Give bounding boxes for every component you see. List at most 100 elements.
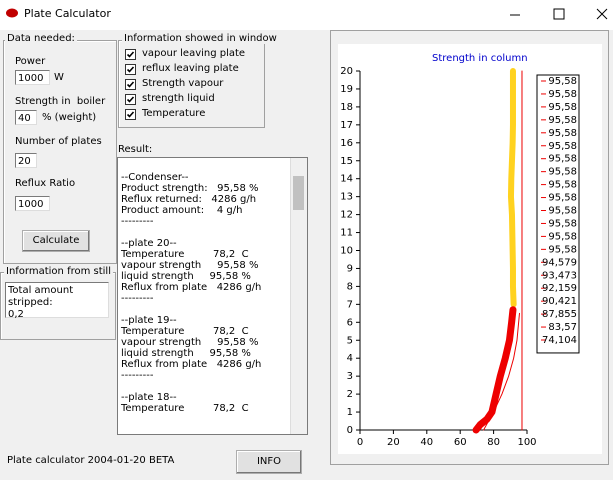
legend-label: 94,579 bbox=[542, 257, 577, 268]
scroll-thumb[interactable] bbox=[293, 176, 304, 210]
y-tick-label: 13 bbox=[340, 192, 353, 203]
result-line: Reflux from plate 4286 g/h bbox=[121, 359, 262, 370]
result-line: Product amount: 4 g/h bbox=[121, 205, 243, 216]
close[interactable] bbox=[596, 8, 608, 20]
y-tick-label: 3 bbox=[347, 371, 353, 382]
x-tick-label: 40 bbox=[420, 437, 433, 448]
result-line: liquid strength 95,58 % bbox=[121, 348, 251, 359]
maximize[interactable] bbox=[553, 8, 565, 20]
checkmark bbox=[126, 51, 135, 58]
x-tick-label: 20 bbox=[387, 437, 400, 448]
legend-label: 95,58 bbox=[548, 180, 577, 191]
option-label: strength liquid bbox=[142, 93, 215, 104]
still-box: Total amount stripped: 0,2 bbox=[5, 282, 109, 320]
checkbox[interactable] bbox=[125, 79, 136, 90]
info-button[interactable]: INFO bbox=[236, 450, 302, 474]
scrollbar[interactable] bbox=[290, 158, 307, 434]
result-line: Temperature 78,2 C bbox=[121, 249, 249, 260]
legend-label: 95,58 bbox=[548, 231, 577, 242]
y-tick-label: 19 bbox=[340, 84, 353, 95]
y-tick-label: 17 bbox=[340, 120, 353, 131]
legend-label: 95,58 bbox=[548, 193, 577, 204]
strength-input[interactable]: 40 bbox=[15, 110, 37, 125]
result-line: --------- bbox=[121, 293, 154, 304]
result-line: vapour strength 95,58 % bbox=[121, 260, 259, 271]
result-label: Result: bbox=[118, 144, 153, 155]
result-line: vapour strength 95,58 % bbox=[121, 337, 259, 348]
legend-label: 92,159 bbox=[542, 283, 577, 294]
chart: Strength in column 012345678910111213141… bbox=[330, 30, 609, 465]
y-tick-label: 20 bbox=[340, 66, 353, 77]
checkbox[interactable] bbox=[125, 64, 136, 75]
y-tick-label: 18 bbox=[340, 102, 353, 113]
calculate-button[interactable]: Calculate bbox=[22, 230, 90, 252]
title-bar: Plate Calculator bbox=[0, 0, 613, 30]
legend-label: 87,855 bbox=[542, 309, 577, 320]
x-tick-label: 80 bbox=[487, 437, 500, 448]
label: Power bbox=[15, 56, 46, 67]
legend-label: 83,57 bbox=[548, 322, 577, 333]
legend-label: 95,58 bbox=[548, 102, 577, 113]
app-icon bbox=[6, 8, 18, 18]
legend-label: 95,58 bbox=[548, 206, 577, 217]
group-label: Information showed in window bbox=[122, 33, 279, 44]
power-input[interactable]: 1000 bbox=[15, 70, 50, 85]
x-tick-label: 60 bbox=[454, 437, 467, 448]
result-line: Reflux returned: 4286 g/h bbox=[121, 194, 257, 205]
still-line: Total amount stripped: bbox=[8, 285, 74, 308]
result-line: --plate 19-- bbox=[121, 315, 177, 326]
result-line: --plate 20-- bbox=[121, 238, 177, 249]
result-line: --plate 18-- bbox=[121, 392, 177, 403]
y-tick-label: 4 bbox=[347, 353, 353, 364]
legend-label: 95,58 bbox=[548, 128, 577, 139]
legend-label: 95,58 bbox=[548, 115, 577, 126]
legend-label: 95,58 bbox=[548, 167, 577, 178]
y-tick-label: 9 bbox=[347, 263, 353, 274]
series-line bbox=[507, 68, 517, 308]
checkbox[interactable] bbox=[125, 109, 136, 120]
result-line: liquid strength 95,58 % bbox=[121, 271, 251, 282]
series-line bbox=[472, 306, 517, 434]
checkbox[interactable] bbox=[125, 94, 136, 105]
checkmark bbox=[126, 81, 135, 88]
reflux-input[interactable]: 1000 bbox=[15, 196, 50, 211]
y-tick-label: 15 bbox=[340, 156, 353, 167]
result-line: Product strength: 95,58 % bbox=[121, 183, 259, 194]
y-tick-label: 14 bbox=[340, 174, 353, 185]
result-line: Temperature 78,2 C bbox=[121, 326, 249, 337]
status-text: Plate calculator 2004-01-20 BETA bbox=[7, 455, 175, 466]
option-label: reflux leaving plate bbox=[142, 63, 239, 74]
unit: W bbox=[54, 72, 64, 83]
legend-label: 95,58 bbox=[548, 89, 577, 100]
y-tick-label: 0 bbox=[347, 425, 353, 436]
chart-title: Strength in column bbox=[432, 53, 528, 64]
result-box[interactable]: --Condenser-- Product strength: 95,58 % Re… bbox=[117, 157, 308, 435]
legend-label: 93,473 bbox=[542, 270, 577, 281]
x-tick-label: 0 bbox=[357, 437, 363, 448]
checkbox[interactable] bbox=[125, 49, 136, 60]
legend-label: 95,58 bbox=[548, 154, 577, 165]
result-line: --------- bbox=[121, 370, 154, 381]
group-label: Information from still bbox=[4, 266, 113, 277]
window-title: Plate Calculator bbox=[24, 7, 111, 20]
result-line: --------- bbox=[121, 216, 154, 227]
checkmark bbox=[126, 66, 135, 73]
y-tick-label: 12 bbox=[340, 210, 353, 221]
legend-label: 90,421 bbox=[542, 296, 577, 307]
y-tick-label: 5 bbox=[347, 335, 353, 346]
y-tick-label: 8 bbox=[347, 281, 353, 292]
result-line: Reflux from plate 4286 g/h bbox=[121, 282, 262, 293]
legend-label: 95,58 bbox=[548, 76, 577, 87]
plates-input[interactable]: 20 bbox=[15, 153, 37, 168]
label: Reflux Ratio bbox=[15, 178, 76, 189]
checkmark bbox=[126, 111, 135, 118]
y-tick-label: 11 bbox=[340, 228, 353, 239]
checkmark bbox=[126, 96, 135, 103]
group-label: Data needed: bbox=[5, 33, 77, 44]
unit: % (weight) bbox=[42, 112, 97, 123]
legend-label: 95,58 bbox=[548, 218, 577, 229]
y-tick-label: 10 bbox=[340, 246, 353, 257]
option-label: Temperature bbox=[142, 108, 206, 119]
